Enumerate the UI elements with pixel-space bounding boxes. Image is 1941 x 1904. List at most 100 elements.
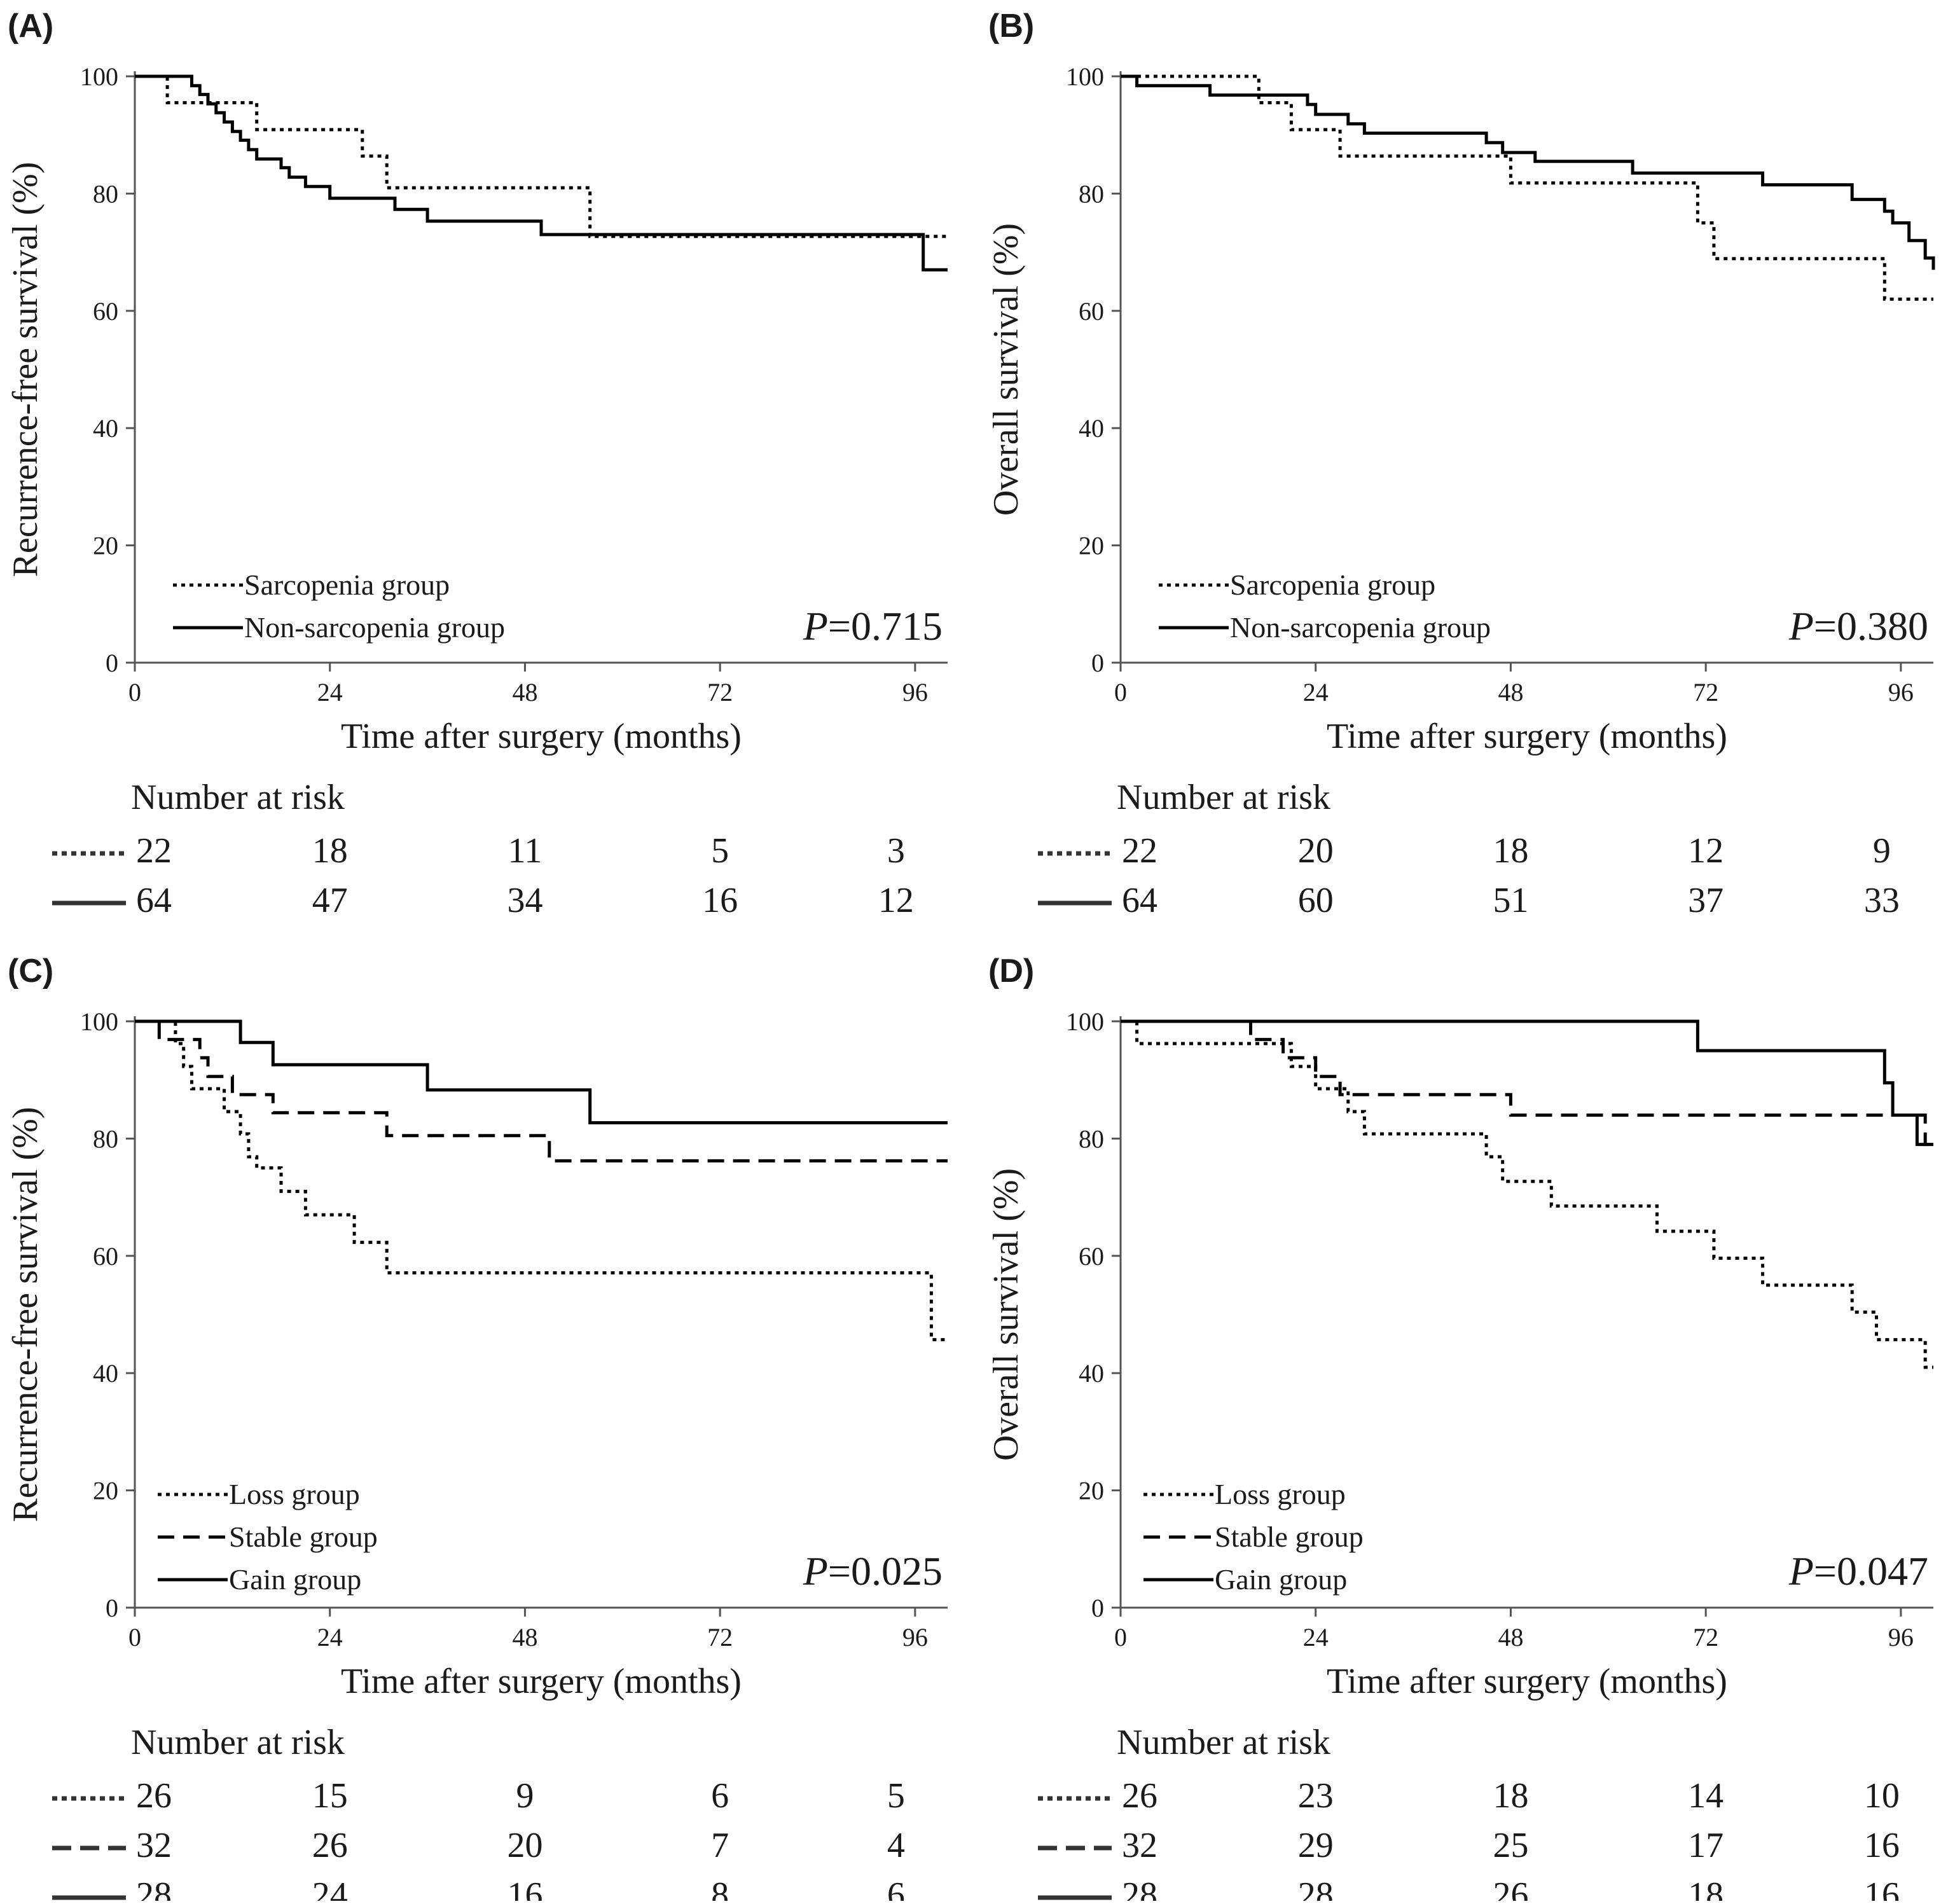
risk-value: 51 <box>1493 881 1528 920</box>
risk-value: 26 <box>136 1776 172 1816</box>
risk-value: 32 <box>1122 1826 1157 1865</box>
series-line-dashed <box>1121 1019 1933 1147</box>
risk-value: 5 <box>887 1776 905 1816</box>
y-tick-label: 60 <box>1079 297 1104 326</box>
legend-label: Stable group <box>229 1521 378 1553</box>
risk-value: 6 <box>887 1875 905 1901</box>
risk-value: 22 <box>136 831 172 871</box>
p-value: P=0.047 <box>1788 1549 1928 1594</box>
legend-label: Loss group <box>1215 1478 1346 1510</box>
series-line-dotted <box>135 1019 948 1342</box>
risk-value: 28 <box>1298 1875 1334 1901</box>
x-tick-label: 96 <box>1888 678 1914 707</box>
x-axis-label: Time after surgery (months) <box>341 717 742 756</box>
risk-value: 15 <box>312 1776 348 1816</box>
legend-label: Non-sarcopenia group <box>1230 611 1491 644</box>
y-tick-label: 80 <box>93 179 118 208</box>
risk-value: 16 <box>507 1875 542 1901</box>
x-tick-label: 24 <box>317 1623 343 1652</box>
y-tick-label: 20 <box>93 532 118 560</box>
legend-label: Stable group <box>1215 1521 1364 1553</box>
x-tick-label: 72 <box>707 1623 733 1652</box>
risk-value: 7 <box>711 1826 729 1865</box>
risk-value: 10 <box>1864 1776 1900 1816</box>
y-tick-label: 0 <box>1091 1594 1104 1622</box>
y-tick-label: 20 <box>1079 532 1104 560</box>
panel-label: (C) <box>8 953 53 990</box>
panel-label: (D) <box>988 953 1034 990</box>
legend-label: Gain group <box>1215 1563 1347 1596</box>
y-tick-label: 60 <box>93 297 118 326</box>
risk-value: 8 <box>711 1875 729 1901</box>
risk-value: 14 <box>1688 1776 1723 1816</box>
y-tick-label: 100 <box>1066 62 1104 91</box>
risk-value: 26 <box>1493 1875 1528 1901</box>
x-tick-label: 72 <box>1693 1623 1718 1652</box>
legend-label: Non-sarcopenia group <box>244 611 505 644</box>
risk-value: 25 <box>1493 1826 1528 1865</box>
series-line-dotted <box>1121 1019 1933 1369</box>
x-tick-label: 0 <box>1114 678 1127 707</box>
risk-value: 18 <box>1493 1776 1528 1816</box>
y-tick-label: 20 <box>1079 1477 1104 1505</box>
y-tick-label: 40 <box>93 1359 118 1388</box>
x-axis-label: Time after surgery (months) <box>1327 1662 1727 1701</box>
risk-value: 60 <box>1298 881 1334 920</box>
risk-value: 18 <box>1688 1875 1723 1901</box>
risk-value: 11 <box>508 831 542 871</box>
y-axis-label: Overall survival (%) <box>986 223 1026 516</box>
y-tick-label: 80 <box>1079 1124 1104 1153</box>
km-panel-1: (B) 0 20 40 60 80 100 0 24 48 72 96 Time after surge… <box>986 8 1935 920</box>
series-line-solid <box>1121 1019 1933 1147</box>
y-tick-label: 60 <box>93 1242 118 1271</box>
x-tick-label: 48 <box>1498 678 1523 707</box>
risk-value: 9 <box>516 1776 534 1816</box>
series-line-solid <box>135 1019 948 1124</box>
y-tick-label: 40 <box>1079 414 1104 443</box>
x-tick-label: 0 <box>128 678 141 707</box>
panel-label: (A) <box>8 8 53 45</box>
risk-value: 23 <box>1298 1776 1334 1816</box>
risk-value: 6 <box>711 1776 729 1816</box>
x-tick-label: 24 <box>1303 678 1329 707</box>
x-axis-label: Time after surgery (months) <box>341 1662 742 1701</box>
series-line-dotted <box>1121 74 1933 301</box>
x-tick-label: 24 <box>1303 1623 1329 1652</box>
risk-value: 29 <box>1298 1826 1334 1865</box>
risk-value: 33 <box>1864 881 1900 920</box>
risk-value: 64 <box>1122 881 1157 920</box>
risk-value: 37 <box>1688 881 1723 920</box>
series-line-solid <box>135 74 948 272</box>
y-axis-label: Overall survival (%) <box>986 1168 1026 1461</box>
y-tick-label: 100 <box>1066 1007 1104 1036</box>
x-tick-label: 96 <box>902 678 928 707</box>
p-value: P=0.025 <box>803 1549 943 1594</box>
x-tick-label: 96 <box>902 1623 928 1652</box>
risk-value: 26 <box>1122 1776 1157 1816</box>
y-tick-label: 60 <box>1079 1242 1104 1271</box>
p-value: P=0.715 <box>803 604 943 649</box>
p-value: P=0.380 <box>1788 604 1928 649</box>
risk-value: 26 <box>312 1826 348 1865</box>
x-tick-label: 48 <box>1498 1623 1523 1652</box>
legend-label: Sarcopenia group <box>1230 569 1435 601</box>
series-line-dashed <box>135 1019 948 1162</box>
risk-value: 22 <box>1122 831 1157 871</box>
risk-value: 17 <box>1688 1826 1723 1865</box>
risk-value: 28 <box>136 1875 172 1901</box>
panel-label: (B) <box>988 8 1034 45</box>
risk-table-title: Number at risk <box>131 778 345 817</box>
y-tick-label: 0 <box>1091 649 1104 677</box>
legend-label: Loss group <box>229 1478 360 1510</box>
risk-value: 16 <box>1864 1826 1900 1865</box>
x-tick-label: 72 <box>1693 678 1718 707</box>
risk-value: 47 <box>312 881 348 920</box>
legend-label: Gain group <box>229 1563 361 1596</box>
y-tick-label: 20 <box>93 1477 118 1505</box>
risk-value: 20 <box>507 1826 542 1865</box>
km-panel-0: (A) 0 20 40 60 80 100 0 24 48 72 96 Time after surge… <box>6 8 948 920</box>
x-axis-label: Time after surgery (months) <box>1327 717 1727 756</box>
risk-value: 24 <box>312 1875 348 1901</box>
